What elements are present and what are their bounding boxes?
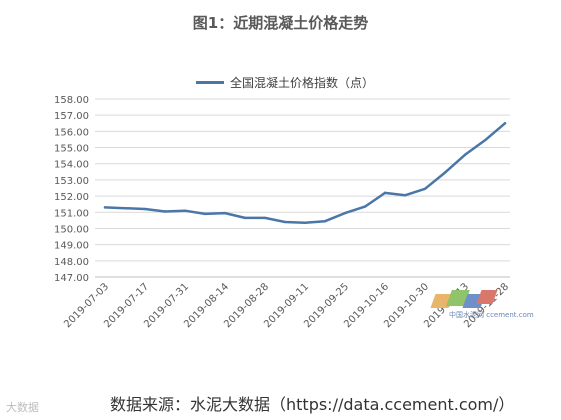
data-point: [203, 212, 207, 216]
data-point: [463, 153, 467, 157]
y-tick-label: 155.00: [54, 144, 89, 155]
data-point: [423, 187, 427, 191]
data-point: [303, 221, 307, 224]
data-point: [143, 207, 147, 211]
data-point: [243, 216, 247, 220]
logo-text: 中国水泥网 ccement.com: [449, 311, 534, 319]
data-point: [343, 211, 347, 215]
y-tick-label: 154.00: [54, 160, 89, 171]
y-tick-label: 158.00: [54, 95, 89, 106]
data-point: [383, 191, 387, 195]
legend-label: 全国混凝土价格指数（点）: [230, 76, 375, 90]
data-point: [363, 205, 367, 208]
source-note: 数据来源：水泥大数据（https://data.ccement.com/）: [110, 395, 515, 414]
data-point: [283, 220, 287, 224]
data-point: [483, 139, 487, 142]
y-tick-label: 148.00: [54, 257, 89, 268]
y-tick-label: 152.00: [54, 192, 89, 203]
y-tick-label: 150.00: [54, 224, 89, 235]
legend-swatch: [196, 81, 224, 84]
data-point: [443, 171, 447, 174]
y-tick-label: 149.00: [54, 241, 89, 252]
ccement-logo: 中国水泥网 ccement.com: [430, 288, 534, 322]
y-tick-label: 151.00: [54, 208, 89, 219]
watermark: 大数据: [6, 401, 39, 414]
data-point: [263, 216, 267, 220]
y-tick-label: 157.00: [54, 111, 89, 122]
data-point: [403, 194, 407, 197]
y-tick-label: 153.00: [54, 176, 89, 187]
data-point: [503, 122, 507, 125]
y-tick-label: 147.00: [54, 273, 89, 284]
data-point: [223, 211, 227, 215]
legend: 全国混凝土价格指数（点）: [196, 74, 374, 91]
data-point: [123, 207, 127, 210]
data-point: [183, 209, 187, 212]
data-point: [323, 219, 327, 223]
y-tick-label: 156.00: [54, 127, 89, 138]
chart-title: 图1：近期混凝土价格走势: [192, 14, 369, 32]
data-point: [103, 206, 107, 209]
data-point: [163, 210, 167, 213]
